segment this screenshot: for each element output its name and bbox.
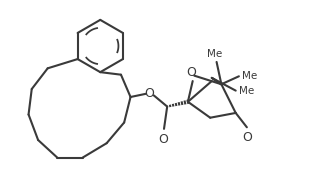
Text: Me: Me: [239, 86, 254, 96]
Text: O: O: [243, 131, 253, 144]
Text: Me: Me: [242, 71, 257, 81]
Text: O: O: [186, 66, 196, 79]
Text: O: O: [145, 87, 154, 100]
Text: Me: Me: [207, 49, 223, 59]
Text: O: O: [158, 133, 168, 146]
